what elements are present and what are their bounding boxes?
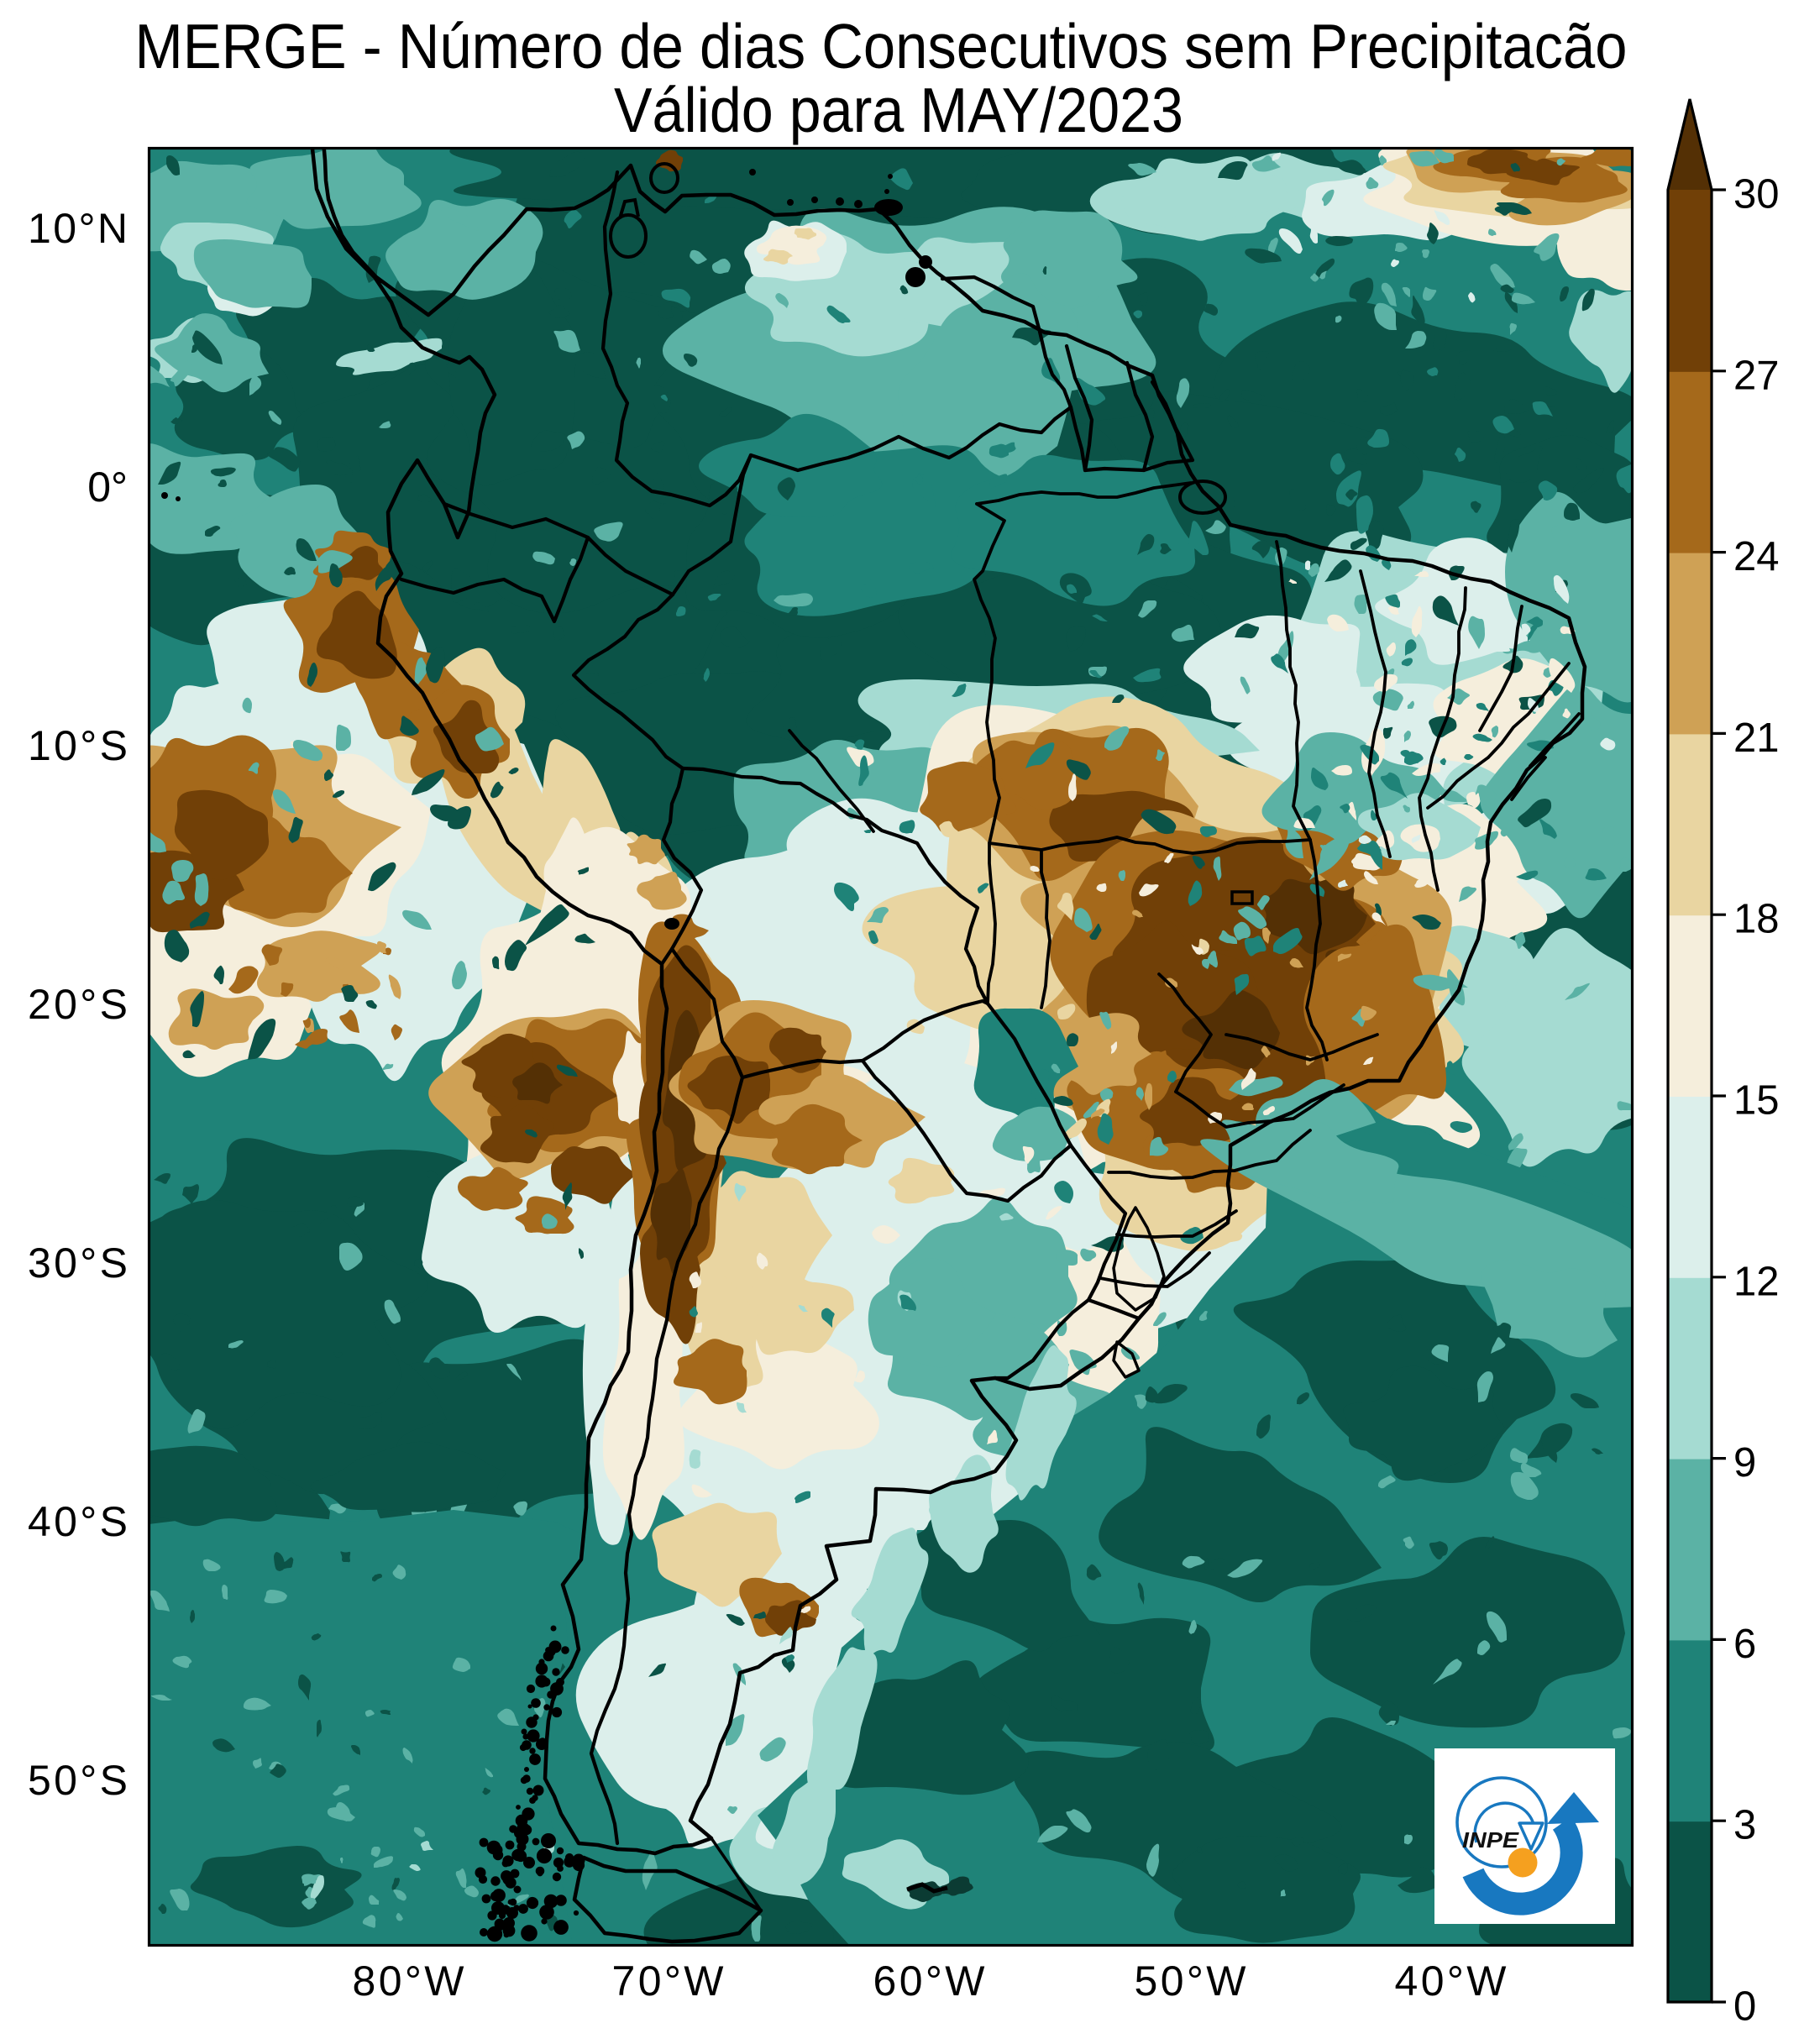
svg-text:24: 24 bbox=[1733, 534, 1780, 579]
svg-text:18: 18 bbox=[1733, 897, 1780, 942]
svg-text:50°W: 50°W bbox=[1135, 1958, 1247, 2005]
svg-text:MERGE - Número de dias Consecu: MERGE - Número de dias Consecutivos sem … bbox=[135, 11, 1628, 81]
svg-text:10°N: 10°N bbox=[28, 205, 128, 252]
svg-text:0: 0 bbox=[1733, 1984, 1756, 2030]
svg-text:Válido para MAY/2023: Válido para MAY/2023 bbox=[614, 75, 1183, 145]
svg-text:0°: 0° bbox=[87, 464, 128, 511]
svg-text:12: 12 bbox=[1733, 1259, 1780, 1304]
svg-text:3: 3 bbox=[1733, 1803, 1756, 1848]
svg-text:INPE: INPE bbox=[1462, 1827, 1519, 1853]
svg-text:9: 9 bbox=[1733, 1440, 1756, 1486]
svg-text:6: 6 bbox=[1733, 1622, 1756, 1667]
svg-text:30: 30 bbox=[1733, 172, 1780, 218]
svg-text:27: 27 bbox=[1733, 353, 1780, 398]
svg-text:80°W: 80°W bbox=[353, 1958, 465, 2005]
svg-text:70°W: 70°W bbox=[612, 1958, 725, 2005]
svg-text:15: 15 bbox=[1733, 1078, 1780, 1124]
svg-text:60°W: 60°W bbox=[873, 1958, 986, 2005]
svg-text:21: 21 bbox=[1733, 715, 1780, 761]
svg-text:40°W: 40°W bbox=[1395, 1958, 1508, 2005]
